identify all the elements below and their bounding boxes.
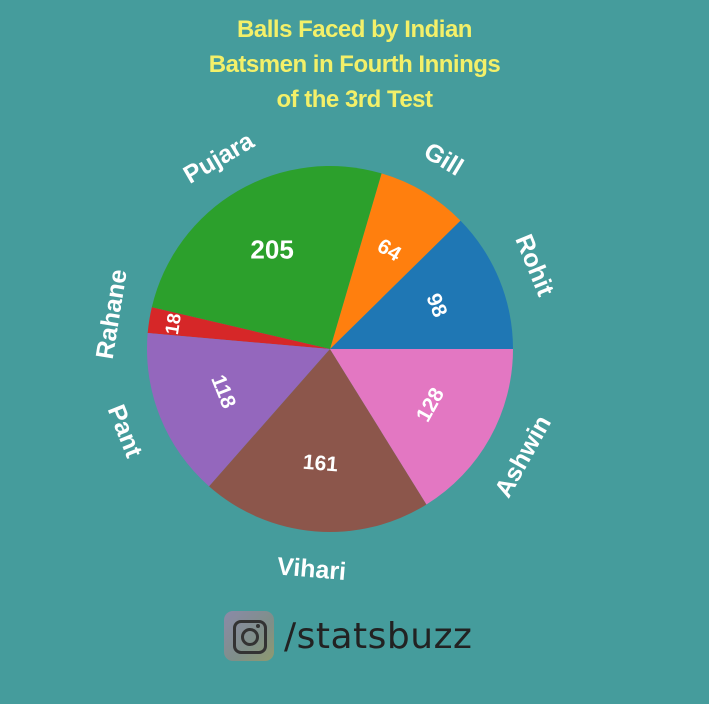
value-label-pujara: 205: [250, 235, 293, 265]
social-handle: /statsbuzz: [284, 615, 473, 657]
pie-slice-pant: [147, 333, 330, 487]
chart-title: Balls Faced by Indian Batsmen in Fourth …: [0, 12, 709, 117]
footer-brand: /statsbuzz: [224, 610, 472, 662]
category-label-ashwin: Ashwin: [489, 411, 557, 502]
value-label-rahane: 18: [162, 312, 186, 336]
category-label-rahane: Rahane: [91, 267, 133, 361]
pie-slice-pujara: [151, 166, 382, 349]
pie-slice-ashwin: [330, 349, 513, 505]
pie-slice-rohit: [330, 220, 513, 349]
category-label-rohit: Rohit: [509, 230, 559, 300]
category-label-vihari: Vihari: [276, 552, 347, 586]
value-label-vihari: 161: [302, 451, 339, 477]
title-line-2: Batsmen in Fourth Innings: [208, 51, 501, 78]
pie-slice-gill: [330, 173, 461, 349]
category-label-pant: Pant: [102, 401, 148, 462]
category-label-pujara: Pujara: [179, 126, 260, 189]
instagram-icon: [224, 611, 274, 661]
pie-slice-vihari: [209, 349, 427, 532]
title-line-3: of the 3rd Test: [276, 86, 433, 113]
title-line-1: Balls Faced by Indian: [237, 16, 472, 43]
pie-slice-rahane: [147, 307, 330, 349]
category-label-gill: Gill: [419, 137, 468, 182]
